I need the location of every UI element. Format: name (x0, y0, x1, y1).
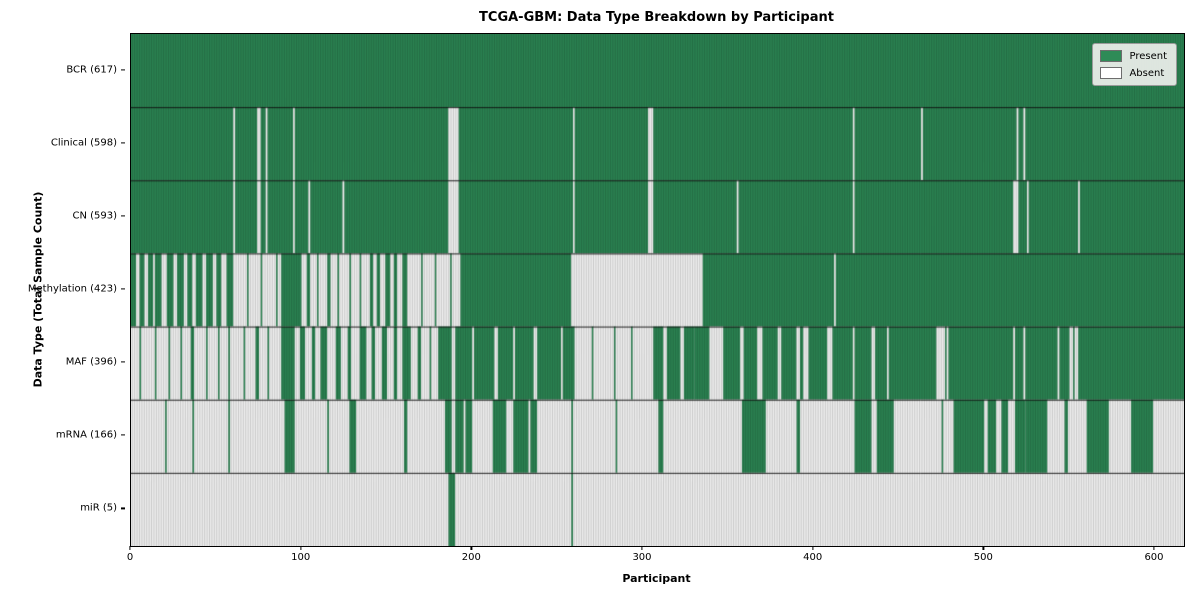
x-tick-mark (300, 546, 302, 550)
legend-entry-present: Present (1100, 50, 1167, 62)
y-tick-label-Methylation: Methylation (423) (27, 283, 117, 295)
y-tick-label-CN: CN (593) (72, 210, 117, 222)
x-axis-ticks: 0 100 200 300 400 500 600 (126, 545, 1183, 575)
y-tick-mark (121, 68, 125, 71)
chart-title: TCGA-GBM: Data Type Breakdown by Partici… (479, 10, 834, 25)
plot-area: Present Absent (130, 33, 1185, 547)
y-tick-label-MAF: MAF (396) (65, 356, 117, 368)
y-axis-tick-labels: BCR (617) Clinical (598) CN (593) Methylati… (0, 33, 125, 545)
y-tick-mark (121, 361, 125, 363)
legend-absent-swatch (1100, 67, 1123, 79)
x-tick-mark (1153, 546, 1155, 550)
y-tick-label-miR: miR (5) (80, 502, 117, 514)
x-tick-mark (982, 546, 984, 550)
legend-absent-label: Absent (1129, 67, 1165, 79)
x-tick-mark (129, 546, 131, 550)
x-tick-label-600: 600 (1144, 552, 1164, 563)
y-tick-mark (121, 142, 125, 144)
y-tick-mark (121, 507, 125, 510)
y-tick-mark (121, 434, 125, 436)
y-tick-label-BCR: BCR (617) (66, 64, 117, 76)
y-tick-mark (121, 215, 125, 217)
x-tick-label-0: 0 (126, 552, 134, 563)
y-tick-label-mRNA: mRNA (166) (55, 429, 117, 441)
x-tick-mark (641, 546, 643, 550)
legend: Present Absent (1092, 43, 1177, 86)
x-tick-label-500: 500 (973, 552, 993, 563)
legend-entry-absent: Absent (1100, 67, 1167, 79)
x-tick-label-200: 200 (461, 552, 481, 563)
x-tick-label-300: 300 (632, 552, 652, 563)
x-tick-mark (470, 546, 472, 550)
x-tick-mark (812, 546, 814, 550)
x-tick-label-100: 100 (291, 552, 311, 563)
y-tick-label-Clinical: Clinical (598) (50, 137, 117, 149)
x-tick-label-400: 400 (803, 552, 823, 563)
legend-present-label: Present (1129, 50, 1167, 62)
legend-present-swatch (1100, 50, 1123, 62)
x-axis-label: Participant (622, 572, 691, 585)
y-tick-mark (121, 288, 125, 290)
presence-matrix-canvas (131, 34, 1184, 546)
